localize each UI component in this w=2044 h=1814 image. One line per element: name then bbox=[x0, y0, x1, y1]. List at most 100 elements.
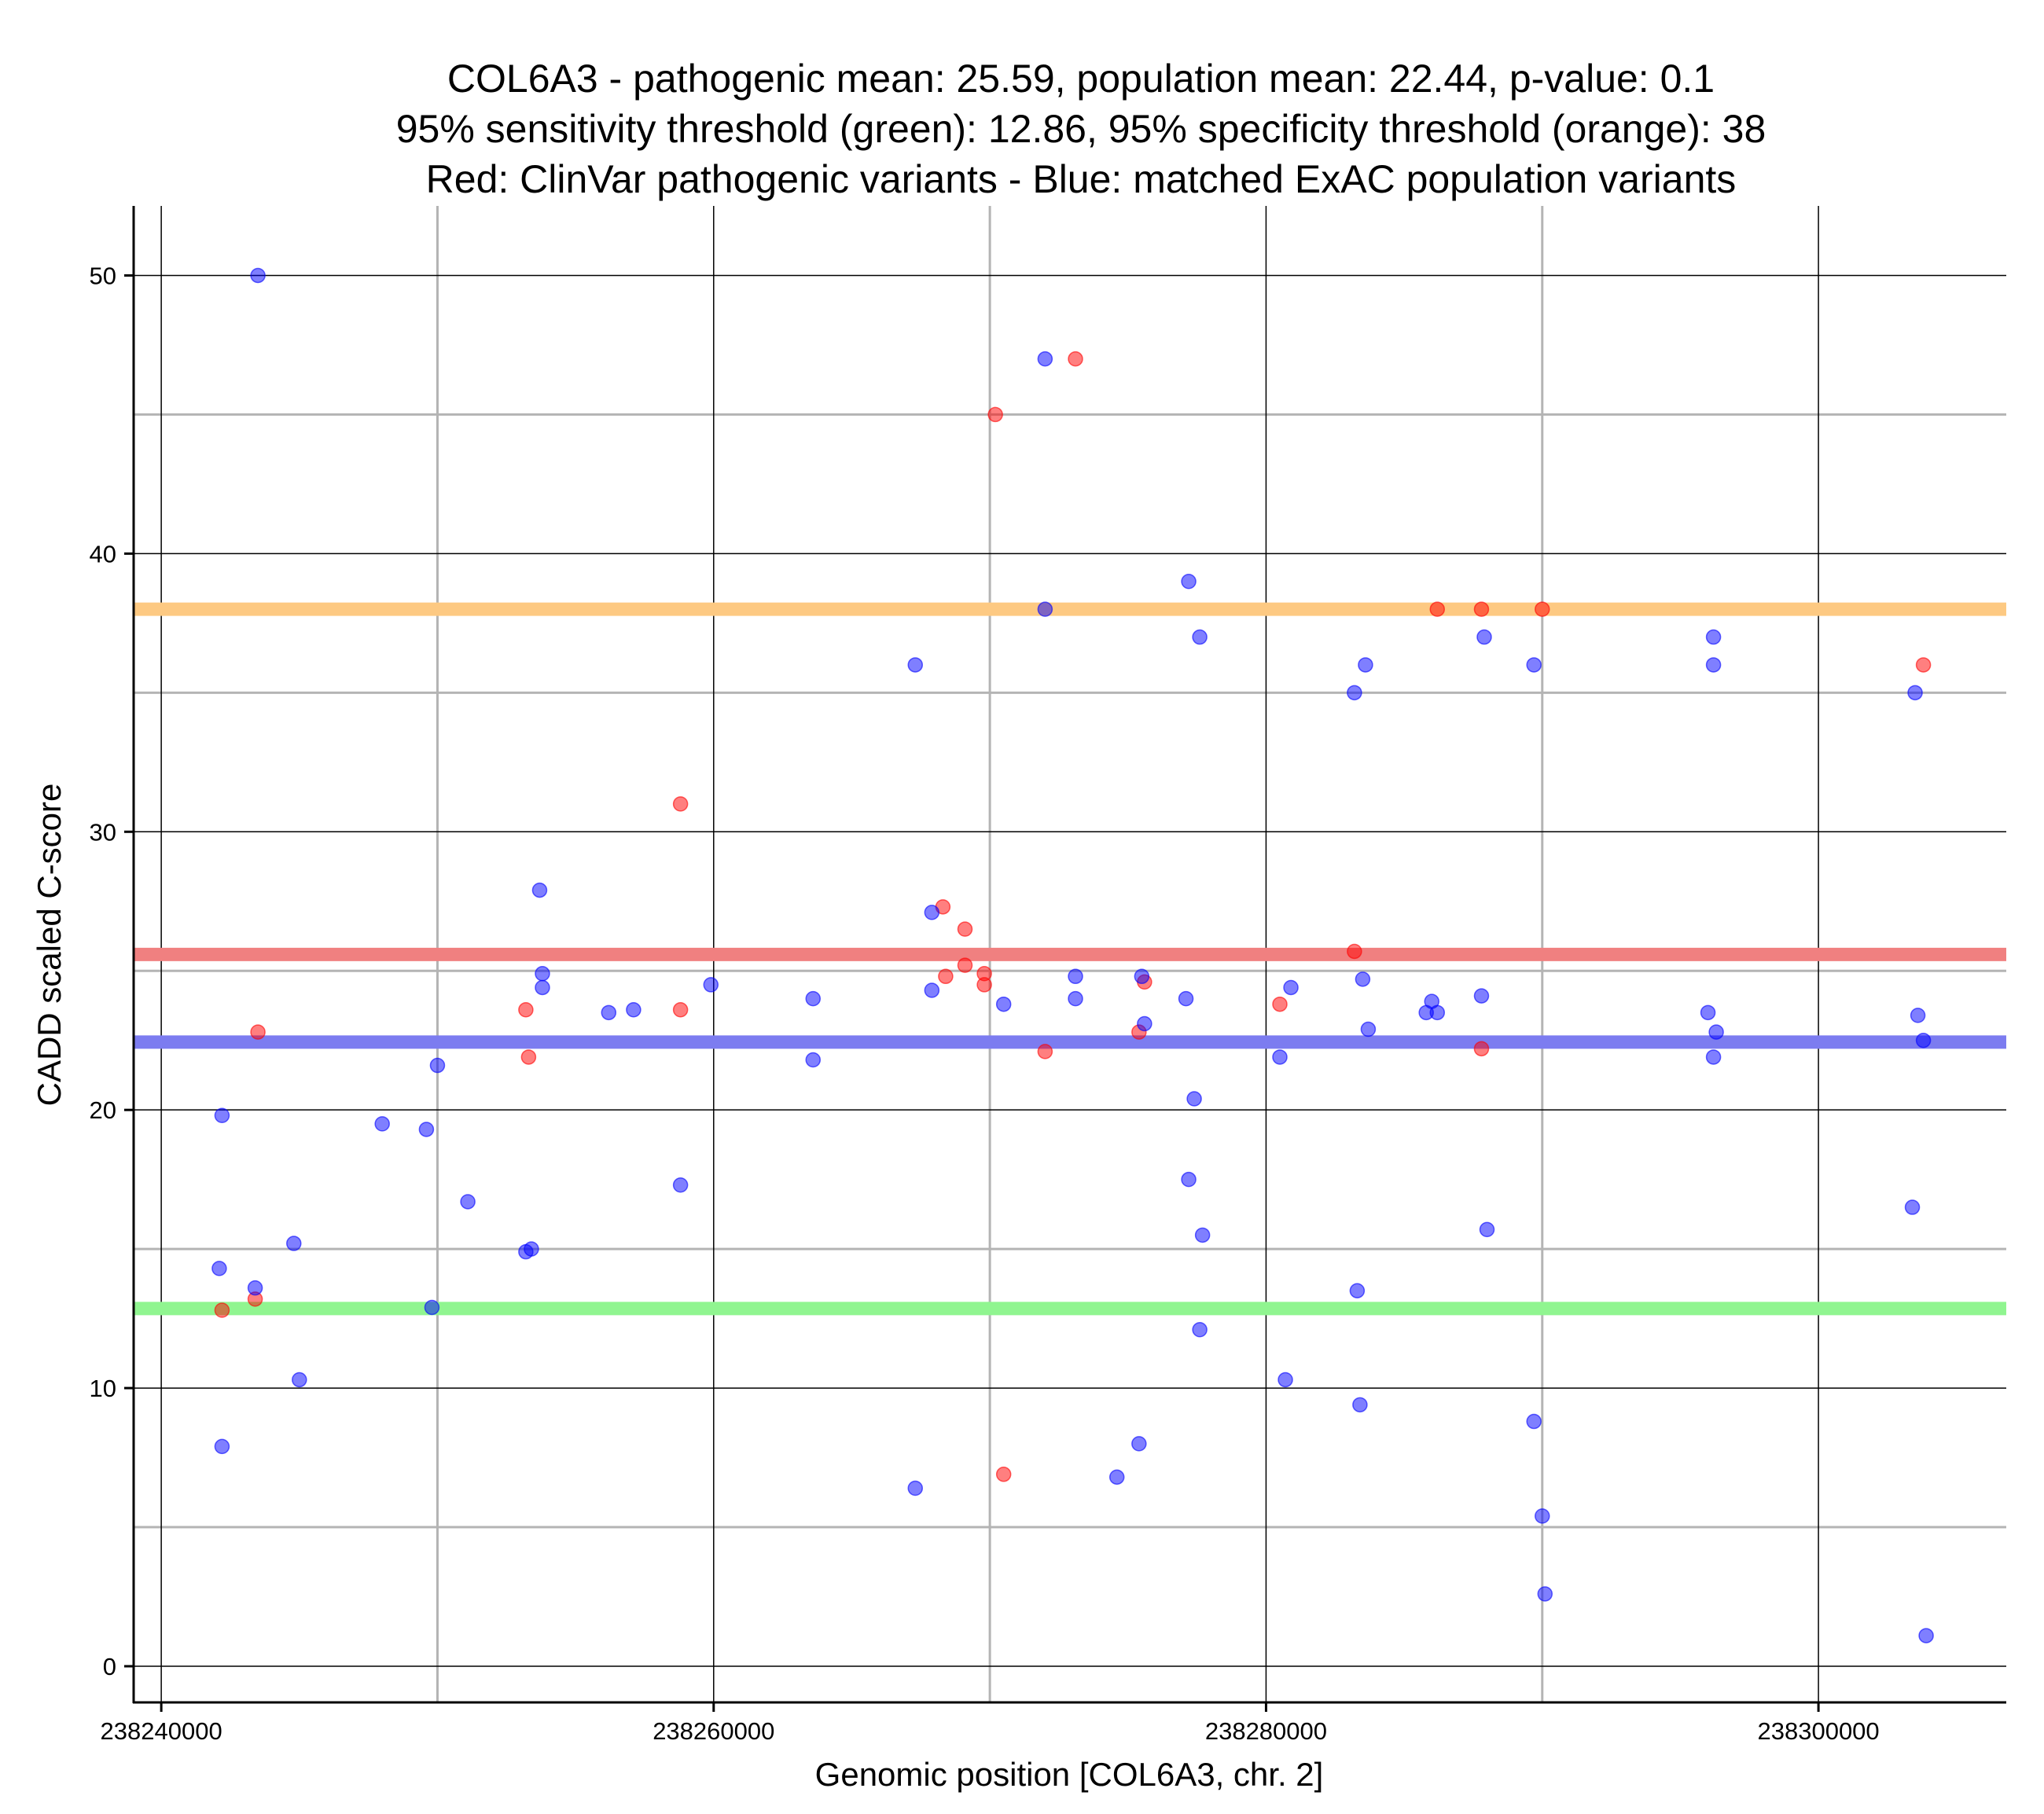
data-point bbox=[1918, 1628, 1934, 1643]
data-point bbox=[1186, 1091, 1202, 1107]
x-axis-ticks: 238240000 238260000 238280000 238300000 bbox=[101, 1702, 1880, 1745]
data-point bbox=[535, 966, 550, 982]
data-point bbox=[518, 1002, 534, 1018]
data-point bbox=[1134, 968, 1150, 985]
data-point bbox=[601, 1004, 617, 1021]
data-point bbox=[1705, 1049, 1722, 1065]
data-point bbox=[535, 979, 550, 996]
data-point bbox=[1131, 1436, 1147, 1452]
data-point bbox=[1358, 657, 1373, 673]
data-point bbox=[1137, 1015, 1153, 1032]
data-point bbox=[1352, 1397, 1368, 1413]
data-point bbox=[1473, 988, 1490, 1004]
data-point bbox=[805, 1052, 822, 1068]
y-axis-ticks: 0 10 20 30 40 50 bbox=[90, 262, 134, 1680]
minor-gridlines bbox=[134, 206, 2006, 1702]
data-point bbox=[1476, 629, 1492, 645]
data-point bbox=[957, 957, 973, 973]
data-point bbox=[995, 996, 1012, 1012]
data-point bbox=[250, 1024, 266, 1040]
data-point bbox=[1360, 1021, 1377, 1037]
data-point bbox=[1429, 601, 1446, 617]
data-point bbox=[1535, 601, 1550, 617]
data-point bbox=[626, 1002, 642, 1018]
data-point bbox=[520, 1049, 537, 1065]
data-point bbox=[250, 267, 266, 284]
major-gridlines bbox=[134, 206, 2006, 1702]
y-tick-label: 50 bbox=[90, 262, 116, 289]
data-point bbox=[1347, 943, 1362, 960]
data-point bbox=[1181, 574, 1197, 589]
data-point bbox=[1349, 1283, 1366, 1298]
data-point bbox=[1037, 601, 1053, 617]
data-point bbox=[1705, 657, 1722, 673]
data-point bbox=[1526, 1413, 1542, 1430]
y-axis-label: CADD scaled C-score bbox=[31, 784, 68, 1107]
data-point bbox=[1068, 990, 1083, 1007]
x-tick-label: 238300000 bbox=[1758, 1717, 1880, 1745]
data-point bbox=[672, 1002, 689, 1018]
data-point bbox=[672, 1177, 689, 1193]
data-point bbox=[1278, 1372, 1293, 1388]
data-point bbox=[907, 1480, 924, 1496]
data-point bbox=[1705, 629, 1722, 645]
data-point bbox=[286, 1236, 302, 1251]
data-point bbox=[938, 968, 954, 985]
x-tick-label: 238240000 bbox=[101, 1717, 222, 1745]
data-point bbox=[374, 1116, 390, 1132]
data-point bbox=[1068, 968, 1083, 985]
y-tick-label: 10 bbox=[90, 1375, 116, 1402]
data-point bbox=[1272, 1049, 1288, 1065]
data-point bbox=[214, 1302, 230, 1318]
data-point bbox=[531, 882, 548, 898]
x-tick-label: 238260000 bbox=[653, 1717, 774, 1745]
data-point bbox=[292, 1372, 307, 1388]
data-point bbox=[957, 921, 973, 937]
data-point bbox=[987, 406, 1003, 423]
title-line-3: Red: ClinVar pathogenic variants - Blue:… bbox=[426, 157, 1737, 201]
data-point bbox=[524, 1241, 539, 1257]
data-point bbox=[1473, 1041, 1490, 1057]
data-point bbox=[1915, 1032, 1932, 1048]
title-line-2: 95% sensitivity threshold (green): 12.86… bbox=[396, 107, 1766, 151]
data-point bbox=[1904, 1199, 1921, 1215]
data-point bbox=[703, 977, 719, 993]
data-point bbox=[1915, 657, 1932, 673]
data-point bbox=[418, 1122, 435, 1137]
y-tick-label: 30 bbox=[90, 818, 116, 846]
data-point bbox=[1907, 685, 1923, 701]
data-point bbox=[1526, 657, 1542, 673]
data-point bbox=[1355, 971, 1371, 987]
data-point bbox=[924, 982, 940, 998]
data-point bbox=[1283, 979, 1299, 996]
y-tick-label: 0 bbox=[103, 1653, 116, 1680]
reference-lines bbox=[134, 602, 2006, 1316]
data-point bbox=[1068, 351, 1083, 367]
data-point bbox=[1537, 1586, 1553, 1602]
y-tick-label: 40 bbox=[90, 540, 116, 567]
axes bbox=[132, 206, 2006, 1704]
chart-title: COL6A3 - pathogenic mean: 25.59, populat… bbox=[396, 57, 1766, 201]
data-point bbox=[1037, 1044, 1053, 1059]
data-point bbox=[460, 1194, 476, 1210]
data-point bbox=[1192, 1322, 1208, 1338]
data-point bbox=[1181, 1171, 1197, 1188]
data-point bbox=[1535, 1508, 1550, 1524]
data-point bbox=[1272, 996, 1288, 1012]
data-point bbox=[672, 796, 689, 812]
data-point bbox=[1429, 1004, 1446, 1021]
y-tick-label: 20 bbox=[90, 1096, 116, 1124]
data-point bbox=[214, 1438, 230, 1455]
data-point bbox=[1473, 601, 1490, 617]
data-point bbox=[907, 657, 924, 673]
data-point bbox=[1479, 1221, 1495, 1238]
title-line-1: COL6A3 - pathogenic mean: 25.59, populat… bbox=[447, 57, 1715, 101]
x-axis-label: Genomic position [COL6A3, chr. 2] bbox=[815, 1756, 1324, 1793]
data-point bbox=[1347, 685, 1362, 701]
data-point bbox=[1192, 629, 1208, 645]
x-tick-label: 238280000 bbox=[1205, 1717, 1327, 1745]
data-point bbox=[1108, 1469, 1125, 1485]
data-point bbox=[1194, 1227, 1211, 1243]
data-point bbox=[995, 1467, 1012, 1482]
